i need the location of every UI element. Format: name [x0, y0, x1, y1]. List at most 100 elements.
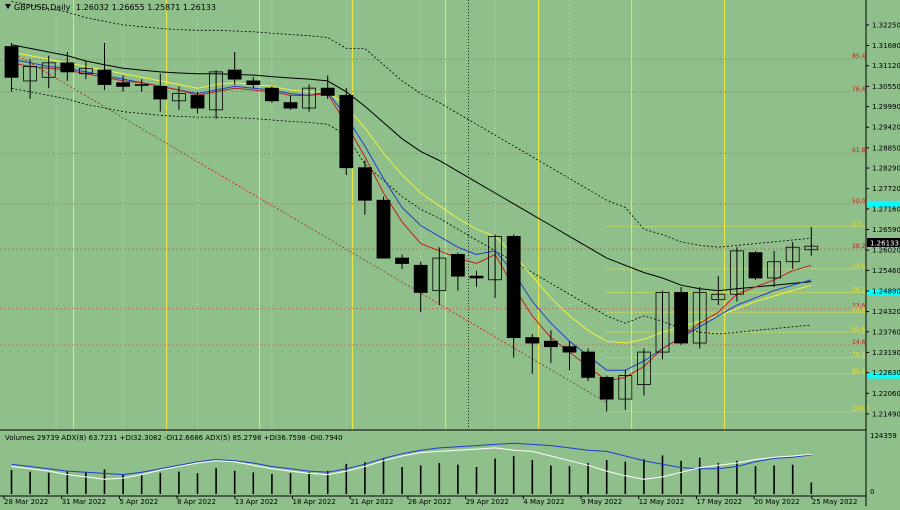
adx-lines [11, 442, 812, 480]
candle-body [283, 102, 298, 109]
candle-body [246, 80, 261, 85]
volume-scale-bottom: 0 [870, 488, 874, 496]
price-tick-label: 1.24320 [872, 308, 900, 316]
date-tick-label: 8 Apr 2022 [177, 498, 216, 506]
price-tick-label: 1.22060 [872, 390, 900, 398]
candle-body [599, 376, 614, 400]
price-axis: 1.32250 1.31680 1.31120 1.30550 1.29990 1.294… [866, 21, 900, 418]
moving-average-line [11, 44, 812, 292]
date-tick-label: 28 Mar 2022 [4, 498, 48, 506]
candle-body [79, 67, 93, 75]
date-axis: 28 Mar 2022 31 Mar 2022 5 Apr 2022 8 Apr 20… [3, 496, 857, 506]
price-tick-label: 1.31120 [872, 62, 900, 70]
candle-body [209, 71, 224, 111]
candle-body [767, 261, 781, 279]
fib-yellow-label: 85.4 [852, 368, 866, 375]
ohlc-label: 1.26032 1.26655 1.25871 1.26133 [76, 3, 216, 12]
price-tick-label: 1.29420 [872, 124, 900, 132]
volume-scale-top: 124359 [870, 432, 897, 440]
fib-levels-red: 85.4 76.4 61.8 50.0 38.2 23.6 14.6 [0, 53, 866, 346]
date-tick-label: 21 Apr 2022 [350, 498, 393, 506]
collapse-arrow-icon[interactable] [5, 4, 11, 9]
fib-yellow-label: 61.8 [852, 326, 866, 333]
current-price-label: 1.26133 [870, 240, 899, 248]
candle-body [637, 351, 651, 386]
candle-body [97, 69, 112, 85]
date-tick-label: 5 Apr 2022 [119, 498, 158, 506]
price-tick-label: 1.27720 [872, 185, 900, 193]
fib-yellow-label: 100.0 [852, 406, 869, 413]
candle-body [116, 82, 130, 87]
current-price-box [867, 238, 900, 247]
candle-body [395, 257, 410, 264]
candle-body [23, 66, 38, 82]
fib-red-label: 38.2 [852, 243, 866, 250]
candle-body [581, 351, 595, 378]
upper-band [11, 1, 812, 248]
price-tick-label: 1.29990 [872, 103, 900, 111]
price-tick-label: 1.32250 [872, 21, 900, 29]
price-tick-label: 1.26020 [872, 247, 900, 255]
fib-yellow-label: 50.0 [852, 306, 866, 313]
candle-body [469, 275, 484, 279]
adx-line [11, 442, 812, 476]
price-tick-label: 1.25460 [872, 267, 900, 275]
price-tick-label: 1.26590 [872, 226, 900, 234]
fib-yellow-label: 76.4 [852, 352, 866, 359]
candle-body [171, 93, 186, 102]
candle-body [748, 252, 763, 279]
candle-body [655, 292, 670, 353]
price-tick-label: 1.28850 [872, 144, 900, 152]
candle-body [711, 293, 726, 301]
candle-body [432, 257, 447, 292]
date-tick-label: 13 Apr 2022 [235, 498, 278, 506]
fib-yellow-label: 38.2 [852, 286, 866, 293]
price-tick-label: 1.21490 [872, 410, 900, 418]
candle-body [227, 69, 242, 80]
candle-body [41, 62, 56, 78]
date-tick-label: 18 Apr 2022 [293, 498, 336, 506]
date-tick-label: 26 Apr 2022 [408, 498, 451, 506]
candle-body [730, 250, 744, 295]
candle-body [320, 87, 335, 96]
candle-body [544, 340, 558, 348]
candle-body [692, 292, 707, 344]
candle-body [357, 167, 372, 201]
fib-red-label: 14.6 [852, 339, 866, 346]
candle-body [618, 375, 633, 400]
date-tick-label: 12 May 2022 [639, 498, 685, 506]
fib-red-label: 61.8 [852, 147, 866, 154]
fib-yellow-label: 23.6 [852, 263, 866, 270]
candle-body [60, 62, 75, 73]
candle-body [302, 87, 317, 109]
candle-body [413, 264, 428, 293]
price-tick-label: 1.23190 [872, 349, 900, 357]
candle-body [190, 94, 205, 109]
candle-body [506, 235, 521, 339]
price-tick-label: 1.31680 [872, 42, 900, 50]
indicator-header: Volumes 29739 ADX(8) 63.7231 +DI32.3082 … [5, 434, 343, 442]
candle-body [488, 235, 503, 281]
candle-body [450, 254, 465, 277]
candle-body [153, 85, 168, 100]
price-tick-label: 1.30550 [872, 83, 900, 91]
price-tick-label: 1.24890 [872, 287, 900, 295]
candle-body [134, 84, 149, 86]
date-tick-label: 20 May 2022 [754, 498, 800, 506]
price-marker [867, 289, 900, 296]
candle-body [804, 245, 819, 251]
date-tick-label: 9 May 2022 [581, 498, 622, 506]
price-tick-label: 1.22630 [872, 369, 900, 377]
price-tick-label: 1.27160 [872, 205, 900, 213]
candle-body [4, 46, 19, 78]
price-tick-label: 1.28290 [872, 165, 900, 173]
fib-red-label: 76.4 [852, 86, 866, 93]
candle-body [264, 87, 279, 102]
candle-body [376, 199, 391, 259]
date-tick-label: 31 Mar 2022 [62, 498, 106, 506]
price-marker [867, 200, 900, 207]
adx-line [11, 447, 812, 480]
fib-red-label: 23.6 [852, 303, 866, 310]
